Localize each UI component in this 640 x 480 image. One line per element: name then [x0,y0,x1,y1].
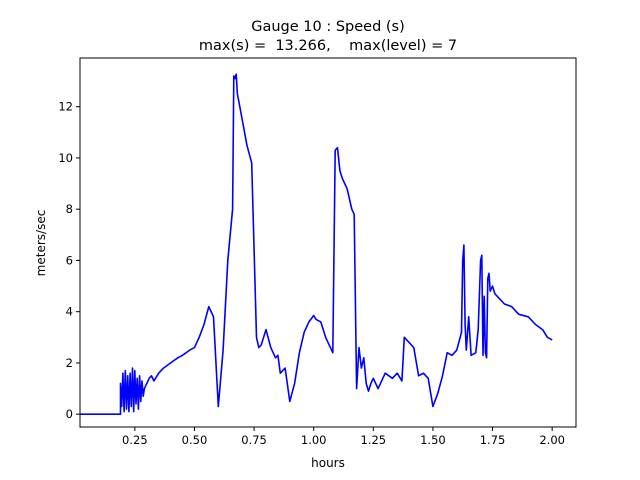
x-tick-label: 0.25 [122,433,148,447]
x-tick-label: 1.50 [420,433,446,447]
chart-title: Gauge 10 : Speed (s) [251,19,405,35]
y-tick-label: 4 [66,305,73,319]
series-line-0 [80,73,553,416]
y-axis-label: meters/sec [34,210,48,277]
y-tick-label: 0 [66,407,73,421]
y-tick-label: 10 [58,151,73,165]
x-tick-label: 1.25 [361,433,387,447]
y-tick-label: 8 [66,202,73,216]
x-tick-label: 1.75 [480,433,506,447]
x-tick-label: 1.00 [301,433,327,447]
y-tick-label: 6 [66,253,73,267]
x-tick-label: 2.00 [539,433,565,447]
x-axis-label: hours [311,456,345,470]
axes-frame [79,57,577,428]
chart-subtitle: max(s) = 13.266, max(level) = 7 [199,38,457,54]
y-tick-label: 2 [66,356,73,370]
x-tick-label: 0.50 [182,433,208,447]
plot-area: 0.25 0.50 0.75 1.00 1.25 1.50 1.75 2.00 0 2 4 6 8 10 1… [58,57,577,447]
y-tick-label: 12 [58,100,73,114]
x-tick-label: 0.75 [241,433,267,447]
